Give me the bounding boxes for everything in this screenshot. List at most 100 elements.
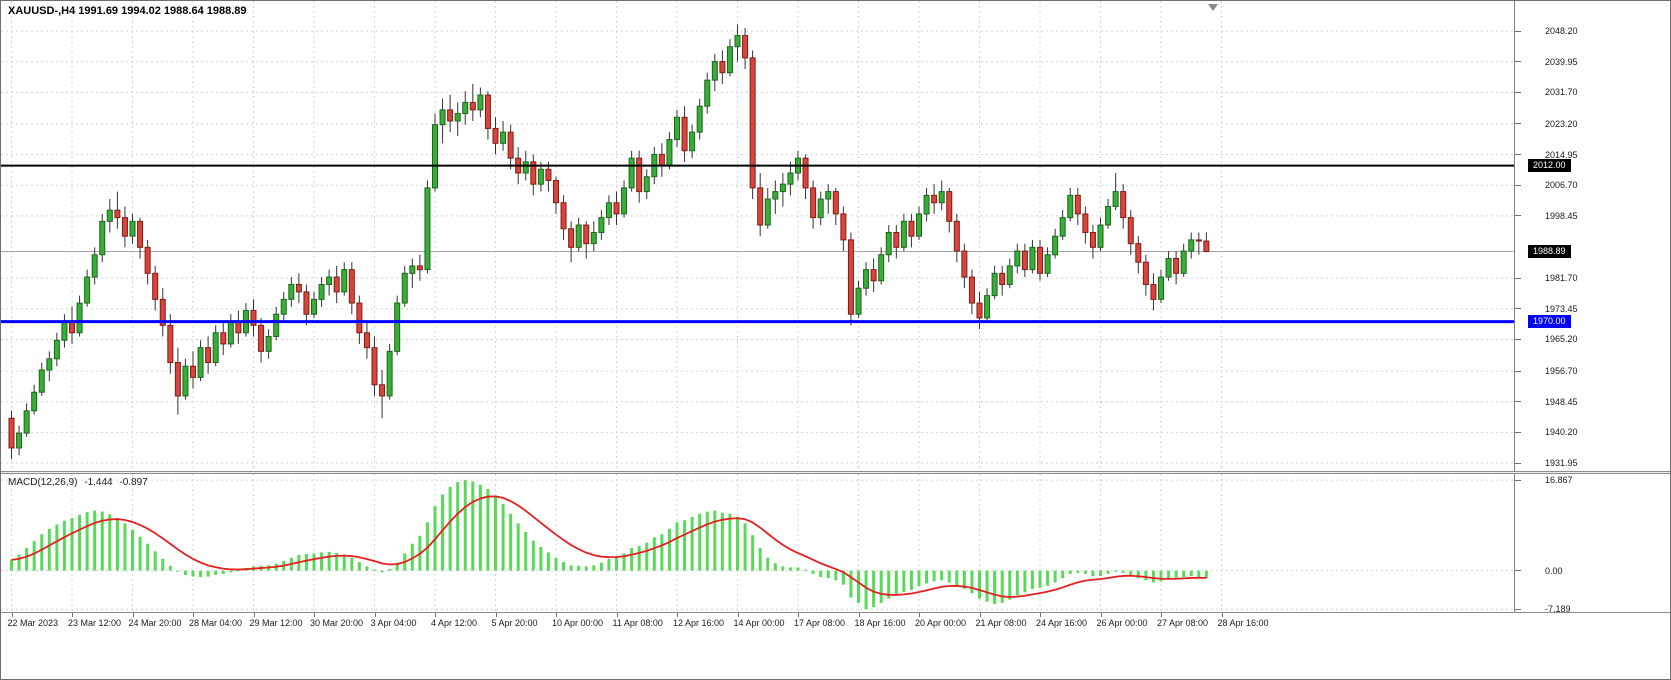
time-axis-tickmark: [858, 613, 860, 617]
candle: [174, 362, 181, 397]
price-axis[interactable]: 2048.20 2039.95 2031.70 2023.20 2014.95 2006.…: [1514, 1, 1670, 614]
time-axis-label: 11 Apr 08:00: [612, 618, 663, 628]
macd-bar: [327, 551, 331, 571]
price-axis-tick: 1931.95: [1545, 458, 1578, 468]
macd-bar: [509, 513, 513, 571]
macd-bar: [834, 570, 838, 581]
time-axis[interactable]: 22 Mar 2023 23 Mar 12:00 24 Mar 20:00 28 Ma…: [1, 612, 1670, 638]
price-axis-tick: 1973.45: [1545, 303, 1578, 314]
candle: [1165, 257, 1172, 278]
time-axis-label: 24 Apr 16:00: [1036, 618, 1088, 628]
macd-bar: [350, 557, 354, 571]
macd-bar: [819, 570, 823, 578]
macd-bar: [524, 531, 528, 571]
price-axis-tickmark: [1515, 215, 1521, 217]
candle: [704, 79, 711, 107]
macd-signal-value: -0.897: [119, 477, 148, 488]
candle: [469, 101, 476, 111]
candle: [1089, 231, 1096, 248]
candle: [295, 283, 302, 293]
candle: [530, 161, 537, 185]
time-axis-label: 18 Apr 16:00: [854, 618, 906, 628]
macd-pane[interactable]: [1, 474, 1514, 612]
candle: [1112, 191, 1119, 207]
macd-bar: [736, 516, 739, 571]
candle: [628, 157, 635, 189]
price-axis-tick: 1956.70: [1545, 366, 1578, 377]
macd-bar: [153, 551, 157, 571]
candle: [205, 347, 212, 364]
time-axis-label: 20 Apr 00:00: [915, 618, 967, 628]
macd-bar: [221, 570, 225, 574]
macd-bar: [796, 567, 800, 571]
candle: [598, 217, 605, 233]
price-chart-canvas[interactable]: [1, 1, 1514, 471]
price-axis-tickmark: [1515, 154, 1521, 156]
candle: [386, 350, 393, 397]
candle: [258, 324, 265, 352]
candle: [121, 217, 128, 237]
macd-bar: [879, 570, 883, 603]
candle: [1135, 243, 1142, 263]
candle: [605, 202, 612, 219]
chart-shift-marker-icon[interactable]: [1208, 4, 1218, 11]
macd-bar: [115, 518, 119, 571]
pane-splitter[interactable]: [1, 471, 1670, 474]
time-axis-label: 29 Mar 12:00: [249, 618, 303, 628]
macd-bar: [849, 570, 853, 598]
candle: [273, 313, 280, 338]
candle: [333, 276, 340, 293]
price-axis-tickmark: [1515, 61, 1521, 63]
candle: [500, 131, 507, 144]
price-axis-tick: 1940.20: [1545, 427, 1578, 438]
macd-bar: [40, 534, 44, 571]
candle: [1021, 250, 1028, 271]
macd-bar: [1159, 570, 1163, 582]
macd-bar: [728, 513, 732, 571]
time-axis-tickmark: [737, 613, 739, 617]
macd-axis-tickmark: [1515, 479, 1521, 481]
candle: [16, 432, 23, 449]
macd-canvas[interactable]: [1, 474, 1514, 612]
macd-bar: [630, 548, 634, 571]
candle: [99, 220, 106, 256]
macd-bar: [1091, 570, 1095, 577]
price-pane[interactable]: [1, 1, 1514, 471]
macd-bar: [773, 563, 777, 571]
macd-bar: [501, 504, 505, 571]
candle: [159, 298, 166, 326]
time-axis-label: 28 Apr 16:00: [1217, 618, 1269, 628]
candle: [1074, 194, 1081, 215]
macd-bar: [478, 484, 482, 571]
time-axis-tickmark: [1161, 613, 1162, 617]
macd-axis-tickmark: [1515, 608, 1521, 610]
price-axis-tick: 1948.45: [1545, 396, 1578, 407]
macd-bar: [978, 570, 981, 599]
candle: [968, 276, 975, 304]
price-axis-tick: 2048.20: [1545, 26, 1578, 37]
macd-bar: [365, 566, 369, 571]
candle: [719, 61, 726, 74]
price-axis-tick: 2023.20: [1545, 118, 1578, 129]
macd-bar: [902, 570, 906, 593]
macd-bar: [1061, 570, 1065, 579]
price-axis-tick: 1998.45: [1545, 210, 1578, 221]
macd-bar: [1174, 570, 1178, 579]
price-level-tag-resistance: 2012.00: [1528, 159, 1571, 173]
time-axis-tickmark: [11, 613, 13, 617]
candle: [288, 283, 295, 300]
macd-bar: [1129, 570, 1133, 575]
candle: [953, 220, 960, 252]
macd-bar: [335, 552, 339, 571]
macd-bar: [229, 570, 233, 573]
candle: [235, 321, 242, 334]
macd-bar: [1136, 570, 1140, 579]
candle: [666, 139, 673, 167]
macd-bar: [947, 570, 951, 583]
candle: [764, 198, 771, 226]
candle: [8, 417, 15, 449]
candle: [696, 105, 703, 133]
candle: [53, 339, 60, 360]
candle: [1173, 257, 1180, 274]
time-axis-tickmark: [1040, 613, 1041, 617]
